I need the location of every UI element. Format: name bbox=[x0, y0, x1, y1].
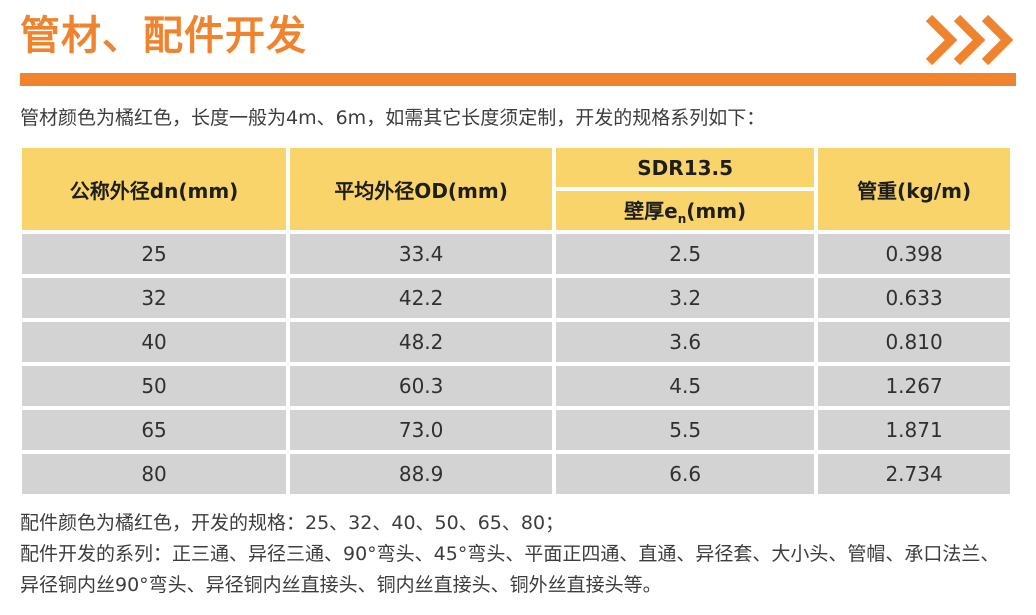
wall-thickness-label-prefix: 壁厚e bbox=[624, 199, 678, 223]
table-cell: 1.267 bbox=[818, 366, 1010, 406]
table-row: 50 60.3 4.5 1.267 bbox=[22, 366, 1010, 406]
col-header-sdr-group: SDR13.5 bbox=[556, 148, 815, 187]
table-row: 40 48.2 3.6 0.810 bbox=[22, 322, 1010, 362]
table-cell: 1.871 bbox=[818, 410, 1010, 450]
table-cell: 0.810 bbox=[818, 322, 1010, 362]
table-cell: 65 bbox=[22, 410, 287, 450]
table-cell: 73.0 bbox=[290, 410, 553, 450]
table-cell: 25 bbox=[22, 234, 287, 274]
table-cell: 48.2 bbox=[290, 322, 553, 362]
wall-thickness-label-subscript: n bbox=[677, 212, 687, 226]
col-header-nominal-od: 公称外径dn(mm) bbox=[22, 148, 287, 230]
table-row: 65 73.0 5.5 1.871 bbox=[22, 410, 1010, 450]
table-cell: 50 bbox=[22, 366, 287, 406]
triple-chevron-right-icon bbox=[925, 14, 1014, 66]
fittings-spec-text: 配件颜色为橘红色，开发的规格：25、32、40、50、65、80； bbox=[20, 512, 565, 534]
page-title: 管材、配件开发 bbox=[20, 13, 307, 59]
table-header-row-2: 壁厚en(mm) bbox=[22, 191, 1010, 230]
table-cell: 3.2 bbox=[556, 278, 815, 318]
col-header-pipe-weight: 管重(kg/m) bbox=[818, 148, 1010, 230]
table-cell: 4.5 bbox=[556, 366, 815, 406]
intro-text: 管材颜色为橘红色，长度一般为4m、6m，如需其它长度须定制，开发的规格系列如下： bbox=[20, 107, 766, 129]
table-cell: 0.398 bbox=[818, 234, 1010, 274]
table-cell: 5.5 bbox=[556, 410, 815, 450]
col-header-wall-thickness: 壁厚en(mm) bbox=[556, 191, 815, 230]
table-cell: 33.4 bbox=[290, 234, 553, 274]
table-cell: 80 bbox=[22, 454, 287, 494]
wall-thickness-label-suffix: (mm) bbox=[686, 199, 747, 223]
table-cell: 2.734 bbox=[818, 454, 1010, 494]
table-header-row-1: 公称外径dn(mm) 平均外径OD(mm) SDR13.5 管重(kg/m) bbox=[22, 148, 1010, 230]
table-cell: 42.2 bbox=[290, 278, 553, 318]
table-body: 25 33.4 2.5 0.398 32 42.2 3.2 0.633 40 48.2 3.6 0.8… bbox=[22, 234, 1010, 494]
page-header: 管材、配件开发 bbox=[20, 0, 1016, 66]
table-cell: 40 bbox=[22, 322, 287, 362]
pipe-spec-table: 公称外径dn(mm) 平均外径OD(mm) SDR13.5 管重(kg/m) 壁… bbox=[18, 144, 1014, 498]
table-cell: 3.6 bbox=[556, 322, 815, 362]
table-cell: 88.9 bbox=[290, 454, 553, 494]
col-header-mean-od: 平均外径OD(mm) bbox=[290, 148, 553, 230]
table-cell: 0.633 bbox=[818, 278, 1010, 318]
table-row: 80 88.9 6.6 2.734 bbox=[22, 454, 1010, 494]
fittings-series-text: 配件开发的系列：正三通、异径三通、90°弯头、45°弯头、平面正四通、直通、异径… bbox=[20, 543, 1000, 596]
table-cell: 6.6 bbox=[556, 454, 815, 494]
table-cell: 32 bbox=[22, 278, 287, 318]
table-row: 25 33.4 2.5 0.398 bbox=[22, 234, 1010, 274]
table-header: 公称外径dn(mm) 平均外径OD(mm) SDR13.5 管重(kg/m) 壁… bbox=[22, 148, 1010, 230]
table-row: 32 42.2 3.2 0.633 bbox=[22, 278, 1010, 318]
title-divider-bar bbox=[20, 73, 1016, 86]
table-cell: 2.5 bbox=[556, 234, 815, 274]
table-cell: 60.3 bbox=[290, 366, 553, 406]
